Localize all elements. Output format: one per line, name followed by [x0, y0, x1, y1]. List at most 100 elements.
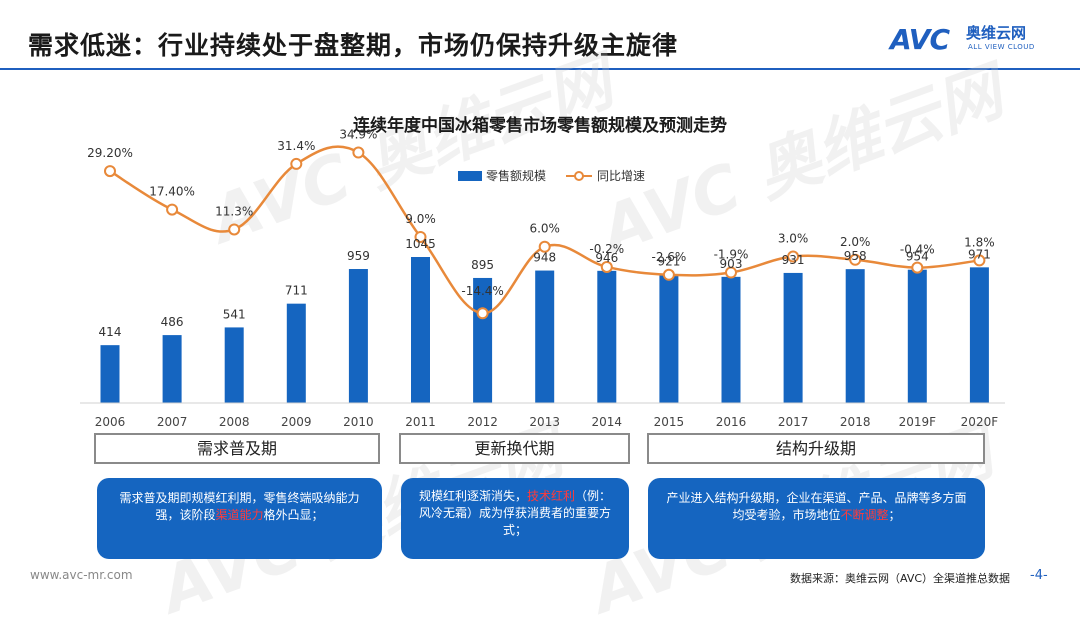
- x-tick-2011: 2011: [405, 415, 436, 429]
- growth-label-2020F: 1.8%: [964, 235, 995, 249]
- x-tick-2020F: 2020F: [961, 415, 999, 429]
- growth-point-2020F: [973, 254, 986, 267]
- desc-highlight: 渠道能力: [215, 508, 264, 522]
- growth-label-2017: 3.0%: [778, 232, 809, 246]
- desc-highlight: 技术红利: [526, 489, 575, 503]
- page-title: 需求低迷：行业持续处于盘整期，市场仍保持升级主旋律: [28, 31, 679, 60]
- desc-text: （例：风冷无霜）成为俘获消费者的重要方式；: [418, 489, 612, 537]
- bar-label-2008: 541: [223, 307, 246, 321]
- bar-label-2015: 921: [657, 254, 680, 268]
- bar-label-2013: 948: [533, 251, 556, 265]
- growth-point-2008: [228, 223, 241, 236]
- bar-2011: [411, 257, 430, 403]
- growth-point-2007: [166, 203, 179, 216]
- desc-box-replacement: 规模红利逐渐消失，技术红利（例：风冷无霜）成为俘获消费者的重要方式；: [401, 478, 629, 559]
- growth-label-2012: -14.4%: [461, 284, 503, 298]
- growth-label-2009: 31.4%: [277, 139, 315, 153]
- bar-label-2012: 895: [471, 258, 494, 272]
- bar-2007: [162, 335, 182, 403]
- growth-point-2009: [290, 157, 303, 170]
- x-tick-2010: 2010: [343, 415, 374, 429]
- x-tick-2014: 2014: [592, 415, 623, 429]
- x-tick-2017: 2017: [778, 415, 809, 429]
- bar-2015: [659, 274, 679, 403]
- bar-label-2020F: 971: [968, 247, 991, 261]
- growth-label-2011: 9.0%: [405, 212, 436, 226]
- period-box-popularization: 需求普及期: [94, 433, 380, 464]
- x-tick-2016: 2016: [716, 415, 747, 429]
- growth-point-2011: [414, 230, 427, 243]
- desc-box-popularization: 需求普及期即规模红利期，零售终端吸纳能力强，该阶段渠道能力格外凸显；: [97, 478, 382, 559]
- growth-point-2012: [476, 307, 489, 320]
- growth-label-2016: -1.9%: [714, 247, 749, 261]
- growth-line: [109, 145, 980, 315]
- logo-cn-text: 奥维云网: [966, 24, 1027, 42]
- legend-bar-swatch: [458, 171, 482, 181]
- bar-label-2017: 931: [782, 253, 805, 267]
- bar-label-2006: 414: [99, 325, 122, 339]
- growth-point-2018: [849, 253, 862, 266]
- bar-label-2018: 958: [844, 249, 867, 263]
- growth-label-2014: -0.2%: [589, 242, 624, 256]
- desc-box-upgrade: 产业进入结构升级期，企业在渠道、产品、品牌等多方面均受考验，市场地位不断调整；: [648, 478, 985, 559]
- desc-text: 产业进入结构升级期，企业在渠道、产品、品牌等多方面均受考验，市场地位: [666, 491, 967, 522]
- period-box-upgrade: 结构升级期: [647, 433, 985, 464]
- growth-point-2006: [104, 165, 116, 178]
- bar-label-2007: 486: [161, 315, 184, 329]
- bar-2013: [535, 270, 555, 403]
- bar-label-2009: 711: [285, 284, 308, 298]
- bar-label-2016: 903: [720, 257, 743, 271]
- footer-url[interactable]: www.avc-mr.com: [30, 568, 133, 582]
- growth-point-2015: [662, 268, 675, 281]
- x-tick-2018: 2018: [840, 415, 871, 429]
- growth-point-2010: [352, 146, 365, 159]
- bar-label-2011: 1045: [405, 237, 436, 251]
- header-divider: [0, 68, 1080, 70]
- bar-2016: [721, 276, 741, 403]
- x-tick-2006: 2006: [95, 415, 126, 429]
- x-tick-2007: 2007: [157, 415, 188, 429]
- bar-2017: [783, 272, 803, 403]
- avc-logo: AVC 奥维云网 ALL VIEW CLOUD: [890, 24, 1055, 56]
- bar-label-2014: 946: [595, 251, 618, 265]
- growth-point-2017: [787, 250, 800, 263]
- bar-2018: [845, 269, 865, 403]
- desc-text: 格外凸显；: [263, 508, 324, 522]
- growth-label-2010: 34.9%: [339, 128, 377, 142]
- growth-point-2016: [725, 266, 737, 279]
- bar-label-2019F: 954: [906, 250, 929, 264]
- period-box-replacement: 更新换代期: [399, 433, 630, 464]
- growth-point-2014: [600, 260, 613, 273]
- desc-text: 需求普及期即规模红利期，零售终端吸纳能力强，该阶段: [119, 491, 360, 522]
- bar-2012: [473, 277, 493, 403]
- desc-highlight: 不断调整: [840, 508, 889, 522]
- page-number: -4-: [1030, 568, 1048, 583]
- growth-label-2019F: -0.4%: [900, 243, 935, 257]
- x-tick-2009: 2009: [281, 415, 312, 429]
- growth-label-2018: 2.0%: [840, 235, 871, 249]
- bar-2009: [286, 303, 306, 403]
- x-tick-2013: 2013: [529, 415, 560, 429]
- legend-line-label: 同比增速: [597, 169, 645, 183]
- footer-source: 数据来源：奥维云网（AVC）全渠道推总数据: [790, 572, 1011, 585]
- growth-point-2019F: [911, 261, 924, 274]
- logo-mark: AVC: [890, 23, 950, 56]
- bar-2008: [224, 327, 244, 403]
- bar-2014: [597, 270, 617, 403]
- chart-title: 连续年度中国冰箱零售市场零售额规模及预测走势: [353, 115, 727, 136]
- growth-point-2013: [538, 240, 551, 253]
- bar-2010: [348, 269, 368, 403]
- growth-label-2015: -2.6%: [651, 250, 686, 264]
- bar-2006: [100, 345, 120, 403]
- growth-label-2006: 29.20%: [87, 146, 133, 160]
- x-tick-2015: 2015: [654, 415, 685, 429]
- legend: 零售额规模 同比增速: [458, 168, 645, 183]
- x-tick-2019F: 2019F: [899, 415, 937, 429]
- logo-en-text: ALL VIEW CLOUD: [968, 43, 1035, 51]
- bar-2020F: [969, 267, 989, 403]
- growth-label-2013: 6.0%: [529, 222, 560, 236]
- x-tick-2008: 2008: [219, 415, 250, 429]
- desc-text: 规模红利逐渐消失，: [418, 489, 527, 503]
- legend-line-marker: [574, 171, 584, 181]
- growth-label-2008: 11.3%: [215, 204, 253, 218]
